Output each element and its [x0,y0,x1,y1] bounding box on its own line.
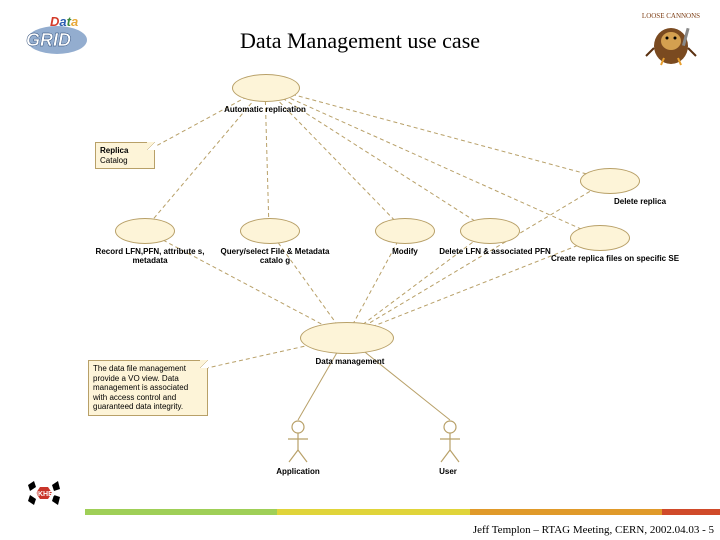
diagram-label: Delete LFN & associated PFN [435,248,555,257]
diagram-label: Query/select File & Metadata catalo g [215,248,335,266]
datagrid-logo: Data GRID [14,12,100,61]
page-title: Data Management use case [240,28,480,54]
diagram-label: Delete replica [590,198,690,207]
note-replica-catalog: ReplicaCatalog [95,142,155,169]
use-case-top [232,74,300,102]
use-case-diagram: ReplicaCatalog The data file management p… [0,60,720,500]
note-data-file-mgmt: The data file management provide a VO vi… [88,360,208,416]
use-case-e3 [375,218,435,244]
use-case-e1 [115,218,175,244]
svg-text:LOOSE CANNONS: LOOSE CANNONS [642,12,700,20]
actor-user [438,420,462,469]
use-case-e4 [460,218,520,244]
diagram-label: Data management [300,358,400,367]
use-case-e5 [570,225,630,251]
svg-text:GRID: GRID [26,30,71,50]
diagram-label: Modify [380,248,430,257]
diagram-label: Automatic replication [200,106,330,115]
footer-text: Jeff Templon – RTAG Meeting, CERN, 2002.… [473,524,714,536]
actor-application [286,420,310,469]
svg-text:Data: Data [50,14,78,29]
footer-color-bar [85,509,720,515]
diagram-label: Application [268,468,328,477]
diagram-label: User [428,468,468,477]
diagram-edges [0,60,720,500]
use-case-center [300,322,394,354]
use-case-e2 [240,218,300,244]
use-case-e6 [580,168,640,194]
diagram-label: Record LFN,PFN, attribute s, metadata [95,248,205,266]
diagram-label: Create replica files on specific SE [540,255,690,264]
